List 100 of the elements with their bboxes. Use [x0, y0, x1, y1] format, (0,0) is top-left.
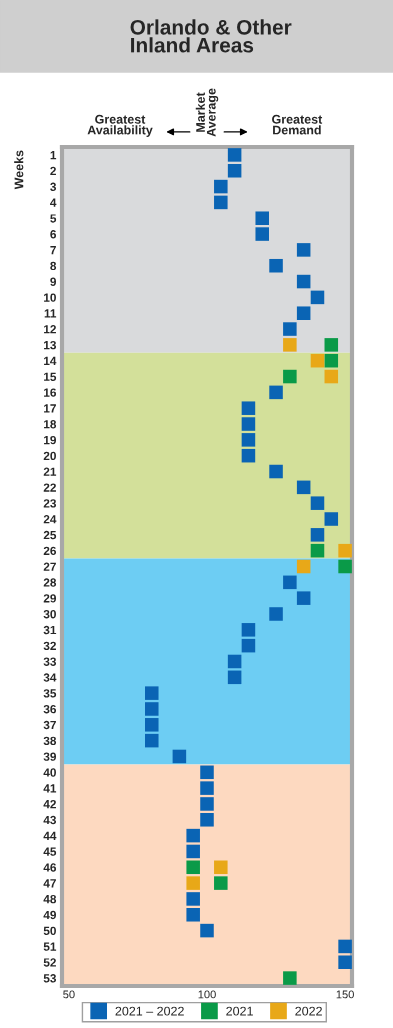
y-tick-label: 50	[43, 926, 56, 935]
point	[296, 243, 311, 257]
point	[269, 464, 283, 479]
point	[324, 338, 339, 352]
y-tick-label: 35	[43, 689, 57, 698]
point	[200, 765, 214, 780]
point	[241, 401, 256, 415]
point	[338, 543, 352, 558]
point	[269, 385, 283, 400]
point	[310, 353, 325, 368]
y-tick-label: 34	[43, 673, 57, 682]
y-tick-label: 44	[43, 831, 57, 840]
y-tick-label: 32	[43, 641, 56, 651]
y-tick-label: 16	[44, 388, 57, 397]
point	[227, 163, 242, 178]
legend-label: 2022	[295, 1006, 322, 1016]
point	[283, 338, 297, 352]
point	[269, 607, 283, 621]
point	[200, 923, 214, 938]
y-tick-label: 29	[43, 594, 57, 603]
point	[200, 781, 214, 795]
point	[214, 195, 228, 210]
y-tick-label: 27	[43, 562, 56, 571]
y-tick-label: 47	[43, 879, 56, 888]
point	[241, 448, 256, 463]
point	[283, 322, 297, 336]
y-tick-label: 7	[50, 246, 56, 255]
point	[310, 543, 325, 558]
y-tick-label: 52	[43, 958, 56, 967]
point	[283, 971, 297, 985]
y-tick-label: 1	[50, 151, 57, 160]
point	[296, 480, 311, 495]
point	[310, 528, 325, 542]
y-tick-label: 5	[50, 214, 57, 223]
point	[241, 623, 256, 637]
text: Market Average	[195, 88, 219, 137]
y-tick-label: 39	[43, 752, 57, 761]
point	[144, 733, 159, 748]
point	[186, 860, 200, 875]
point	[269, 258, 283, 273]
point	[227, 654, 242, 669]
y-tick-label: 42	[43, 799, 56, 809]
y-tick-label: 12	[44, 325, 56, 334]
point	[186, 892, 200, 906]
y-tick-label: 25	[43, 530, 57, 540]
point	[186, 876, 200, 890]
y-tick-label: 11	[44, 309, 57, 318]
y-tick-label: 10	[44, 293, 56, 302]
y-tick-label: 43	[43, 815, 57, 825]
y-tick-label: 33	[43, 657, 57, 666]
text: Greatest Availability	[87, 114, 153, 137]
legend-label: 2021	[226, 1006, 253, 1016]
point	[310, 496, 325, 510]
y-tick-label: 9	[50, 277, 57, 286]
point	[338, 939, 352, 954]
point	[186, 844, 200, 859]
y-tick-label: 46	[43, 863, 57, 872]
y-tick-label: 2	[50, 166, 56, 176]
y-tick-label: 37	[43, 720, 56, 730]
y-tick-label: 30	[43, 610, 56, 619]
y-tick-label: 41	[43, 784, 57, 793]
x-tick-label: 50	[63, 990, 75, 999]
y-axis-title: Weeks	[14, 150, 24, 190]
point	[310, 290, 325, 305]
point	[338, 559, 352, 574]
y-tick-label: 40	[43, 768, 56, 777]
point	[214, 860, 228, 875]
y-tick-label: 20	[43, 451, 56, 461]
x-tick-label: 150	[336, 990, 354, 999]
y-tick-label: 24	[43, 515, 57, 524]
point	[144, 718, 159, 732]
point	[214, 876, 228, 890]
y-tick-label: 45	[43, 847, 57, 856]
x-tick-label: 100	[198, 990, 216, 999]
point	[200, 813, 214, 827]
point	[296, 274, 311, 289]
point	[255, 211, 270, 225]
y-tick-label: 53	[43, 974, 57, 983]
point	[241, 638, 256, 653]
y-tick-label: 22	[43, 483, 56, 492]
y-tick-label: 28	[43, 578, 57, 587]
y-tick-label: 14	[44, 356, 57, 365]
y-tick-label: 15	[44, 372, 57, 381]
point	[255, 227, 270, 241]
point	[186, 908, 200, 922]
legend-label: 2021 – 2022	[115, 1006, 184, 1016]
y-tick-label: 38	[43, 736, 57, 746]
chart-title: Orlando & Other Inland Areas	[130, 19, 292, 53]
point	[214, 179, 228, 194]
y-tick-label: 4	[50, 198, 57, 207]
y-tick-label: 26	[43, 546, 57, 556]
point	[144, 702, 159, 716]
y-tick-label: 3	[50, 182, 57, 191]
text: Greatest Demand	[272, 114, 323, 135]
point	[324, 353, 339, 368]
y-tick-label: 51	[43, 942, 57, 951]
point	[241, 433, 256, 447]
y-tick-label: 13	[44, 340, 57, 350]
point	[324, 369, 339, 384]
point	[200, 797, 214, 811]
